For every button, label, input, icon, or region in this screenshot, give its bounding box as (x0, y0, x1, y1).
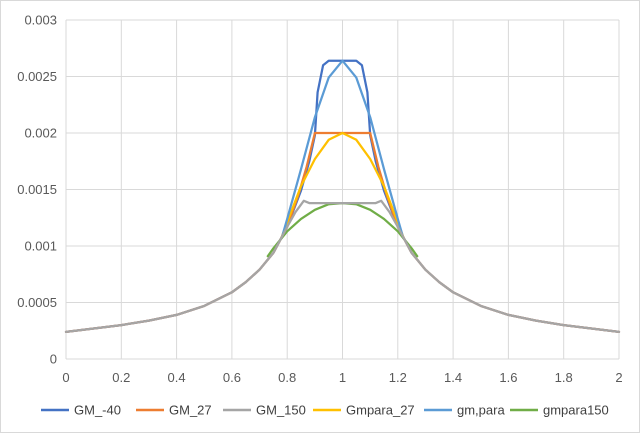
x-tick-label: 1.4 (444, 370, 462, 385)
legend-label: GM_-40 (74, 403, 121, 418)
y-tick-label: 0.0005 (17, 295, 57, 310)
y-tick-label: 0.0015 (17, 182, 57, 197)
x-tick-label: 1.2 (389, 370, 407, 385)
legend: GM_-40 GM_27 GM_150 Gmpara_27 gm,para gmpara1… (41, 403, 609, 418)
x-tick-label: 2 (615, 370, 622, 385)
x-tick-label: 1.6 (499, 370, 517, 385)
y-axis-tick-labels: 0 0.0005 0.001 0.0015 0.002 0.0025 0.003 (17, 13, 57, 367)
legend-item: gm,para (424, 403, 505, 418)
x-tick-label: 0.2 (112, 370, 130, 385)
gridlines (65, 19, 620, 360)
x-tick-label: 0 (62, 370, 69, 385)
x-tick-label: 1.8 (555, 370, 573, 385)
x-tick-label: 1 (339, 370, 346, 385)
legend-item: GM_27 (136, 403, 212, 418)
x-axis-tick-labels: 0 0.2 0.4 0.6 0.8 1 1.2 1.4 1.6 1.8 2 (62, 370, 622, 385)
legend-item: GM_150 (223, 403, 306, 418)
legend-item: Gmpara_27 (313, 403, 415, 418)
y-tick-label: 0.001 (24, 239, 57, 254)
x-tick-label: 0.8 (278, 370, 296, 385)
y-tick-label: 0 (50, 352, 57, 367)
legend-label: gmpara150 (543, 403, 609, 418)
series-lines (64, 59, 621, 334)
series-line-gmpara-27 (280, 131, 405, 239)
y-tick-label: 0.0025 (17, 69, 57, 84)
legend-label: Gmpara_27 (346, 403, 415, 418)
legend-item: GM_-40 (41, 403, 121, 418)
legend-label: GM_27 (169, 403, 212, 418)
legend-item: gmpara150 (510, 403, 609, 418)
series-line-gm-150 (64, 199, 621, 334)
y-tick-label: 0.002 (24, 126, 57, 141)
legend-label: GM_150 (256, 403, 306, 418)
legend-label: gm,para (457, 403, 505, 418)
x-tick-label: 0.4 (168, 370, 186, 385)
x-tick-label: 0.6 (223, 370, 241, 385)
series-line-gm-para (280, 59, 405, 240)
y-tick-label: 0.003 (24, 13, 57, 28)
